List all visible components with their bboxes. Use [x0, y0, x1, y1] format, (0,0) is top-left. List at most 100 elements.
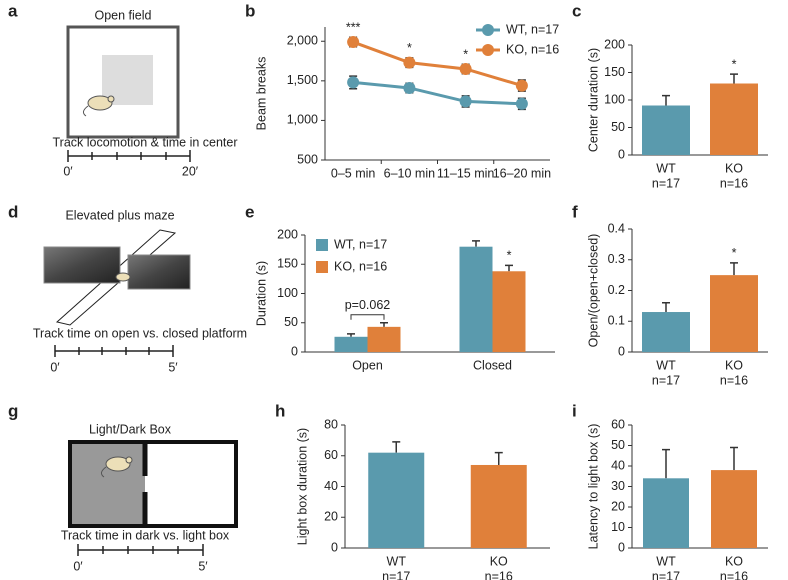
bar	[711, 470, 757, 548]
bar	[643, 478, 689, 548]
dark-box	[70, 442, 145, 526]
y-tick-label: 20	[611, 499, 625, 513]
error-bar	[730, 73, 738, 84]
panel-letter: f	[572, 202, 578, 221]
y-tick-label: 1,500	[287, 73, 318, 87]
panel-letter: g	[8, 401, 18, 420]
y-tick-label: 0.1	[608, 314, 625, 328]
legend-label: WT, n=17	[506, 22, 559, 36]
x-tick-label: 0–5 min	[331, 166, 376, 180]
panel-letter: d	[8, 202, 18, 221]
point	[347, 76, 360, 89]
y-tick-label: 60	[324, 448, 338, 462]
y-axis-label: Open/(open+closed)	[586, 234, 600, 348]
x-tick-label: 11–15 min	[437, 166, 494, 180]
x-tick-sublabel: n=17	[652, 373, 680, 387]
point	[347, 36, 360, 49]
y-tick-label: 10	[611, 520, 625, 534]
y-tick-label: 40	[611, 458, 625, 472]
timeline-label: 0′	[50, 360, 60, 374]
y-axis-label: Light box duration (s)	[295, 428, 309, 545]
y-tick-label: 200	[277, 227, 298, 241]
bar	[710, 275, 758, 352]
diagram-caption: Track time on open vs. closed platform	[33, 326, 247, 340]
annotation: ***	[346, 21, 361, 35]
timeline	[54, 345, 174, 357]
timeline	[77, 544, 204, 556]
closed-arm	[127, 254, 191, 290]
legend-label: KO, n=16	[506, 42, 559, 56]
y-tick-label: 50	[611, 120, 625, 134]
panel-letter: b	[245, 1, 255, 20]
x-tick-label: WT	[656, 358, 676, 372]
point	[459, 95, 472, 108]
legend-swatch	[316, 239, 328, 251]
y-tick-label: 0	[331, 540, 338, 554]
legend-marker	[482, 44, 494, 56]
y-tick-label: 20	[324, 510, 338, 524]
y-tick-label: 150	[604, 65, 625, 79]
y-tick-label: 0.4	[608, 221, 625, 235]
y-axis-label: Latency to light box (s)	[586, 424, 600, 550]
bar	[459, 246, 493, 352]
point	[459, 62, 472, 75]
bar	[334, 336, 368, 352]
y-tick-label: 50	[611, 438, 625, 452]
x-tick-label: Closed	[473, 358, 512, 372]
error-bar	[392, 441, 401, 453]
annotation: *	[507, 249, 512, 263]
timeline-label: 5′	[198, 559, 208, 573]
x-tick-sublabel: n=17	[382, 569, 410, 580]
diagram-title: Elevated plus maze	[65, 208, 174, 222]
y-tick-label: 100	[604, 92, 625, 106]
x-tick-label: Open	[352, 358, 383, 372]
diagram-title: Open field	[95, 8, 152, 22]
point	[515, 97, 528, 110]
x-tick-sublabel: n=16	[720, 373, 748, 387]
error-bar	[662, 448, 670, 479]
x-tick-sublabel: n=16	[720, 176, 748, 190]
box-outline	[68, 440, 238, 528]
y-tick-label: 0	[618, 147, 625, 161]
x-tick-label: WT	[656, 554, 676, 568]
x-tick-sublabel: n=17	[652, 569, 680, 580]
error-bar	[494, 451, 503, 465]
legend-label: WT, n=17	[334, 237, 387, 251]
y-tick-label: 80	[324, 417, 338, 431]
y-tick-label: 100	[277, 286, 298, 300]
y-tick-label: 0	[618, 540, 625, 554]
legend-label: KO, n=16	[334, 259, 387, 273]
legend-marker	[482, 24, 494, 36]
y-tick-label: 0	[291, 344, 298, 358]
error-bar	[347, 333, 355, 337]
x-tick-label: WT	[387, 554, 407, 568]
error-bar	[472, 240, 480, 247]
diagram-caption: Track time in dark vs. light box	[61, 528, 230, 542]
y-tick-label: 40	[324, 479, 338, 493]
timeline-label: 5′	[168, 360, 178, 374]
series-line	[352, 80, 522, 106]
annotation: *	[732, 57, 737, 71]
mouse	[82, 95, 115, 117]
bar	[492, 271, 526, 352]
point	[403, 56, 416, 69]
annotation: *	[463, 48, 468, 62]
bar	[710, 83, 758, 155]
bracket	[350, 314, 385, 320]
bar	[642, 105, 690, 155]
timeline-label: 20′	[182, 164, 199, 178]
x-tick-sublabel: n=16	[720, 569, 748, 580]
bar	[368, 452, 425, 548]
mouse	[115, 272, 131, 282]
y-tick-label: 1,000	[287, 113, 318, 127]
panel-letter: c	[572, 1, 581, 20]
error-bar	[730, 446, 738, 471]
x-tick-sublabel: n=16	[485, 569, 513, 580]
point	[515, 79, 528, 92]
x-tick-label: WT	[656, 161, 676, 175]
closed-arm	[43, 246, 121, 284]
error-bar	[662, 302, 670, 313]
y-axis-label: Beam breaks	[254, 57, 268, 131]
panel-letter: i	[572, 401, 577, 420]
